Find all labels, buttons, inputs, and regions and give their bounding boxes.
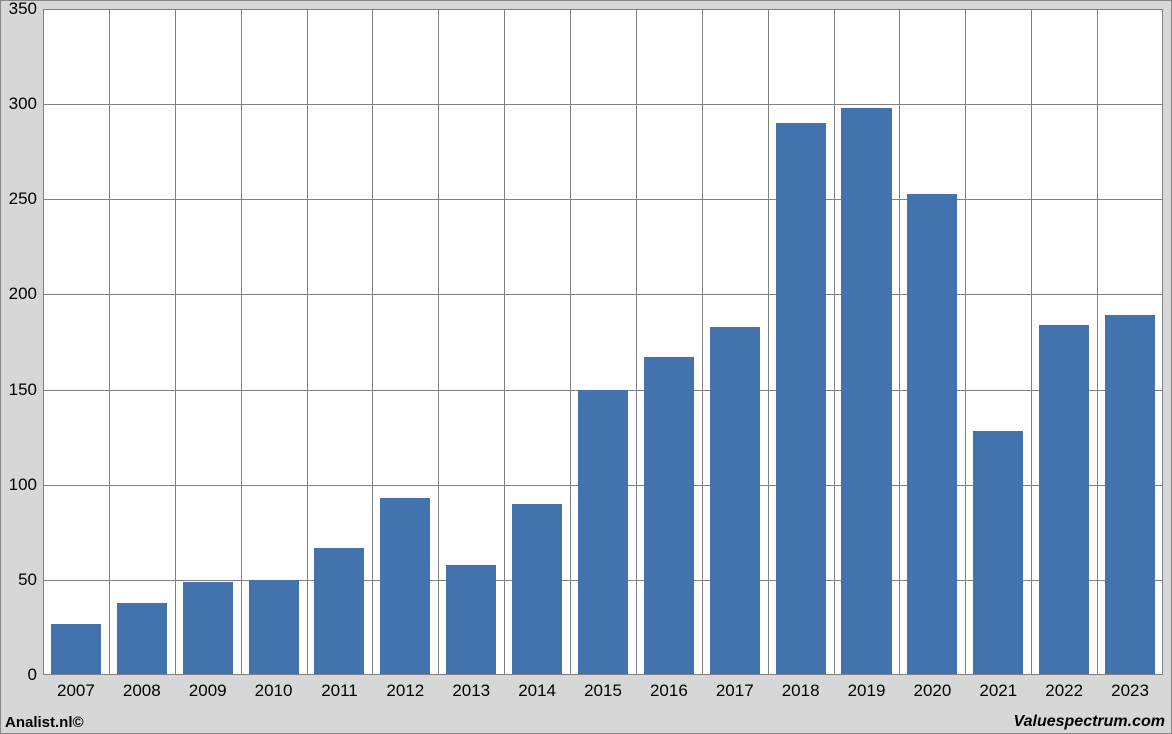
y-axis-label: 50: [18, 570, 43, 590]
plot-border: [43, 9, 1163, 675]
y-axis-label: 300: [9, 94, 43, 114]
y-axis-label: 150: [9, 380, 43, 400]
x-axis-label: 2016: [650, 675, 688, 701]
y-axis-label: 200: [9, 284, 43, 304]
y-axis-label: 250: [9, 189, 43, 209]
footer-bar: Analist.nl© Valuespectrum.com: [1, 709, 1171, 733]
x-axis-label: 2008: [123, 675, 161, 701]
x-axis-label: 2014: [518, 675, 556, 701]
x-axis-label: 2010: [255, 675, 293, 701]
x-axis-label: 2019: [848, 675, 886, 701]
y-axis-label: 350: [9, 0, 43, 19]
footer-right-label: Valuespectrum.com: [1014, 713, 1165, 731]
footer-left-label: Analist.nl©: [5, 714, 84, 731]
x-axis-label: 2022: [1045, 675, 1083, 701]
x-axis-label: 2011: [321, 675, 358, 701]
x-axis-label: 2018: [782, 675, 820, 701]
chart-container: 0 50 100 150 200 250 300 350 2007 2008 2009 2010 201…: [0, 0, 1172, 734]
x-axis-label: 2009: [189, 675, 227, 701]
x-axis-label: 2021: [979, 675, 1017, 701]
x-axis-label: 2020: [913, 675, 951, 701]
y-axis-label: 0: [28, 665, 43, 685]
x-axis-label: 2023: [1111, 675, 1149, 701]
x-axis-label: 2007: [57, 675, 95, 701]
x-axis-label: 2012: [386, 675, 424, 701]
x-axis-label: 2017: [716, 675, 754, 701]
x-axis-label: 2013: [452, 675, 490, 701]
y-axis-label: 100: [9, 475, 43, 495]
x-axis-label: 2015: [584, 675, 622, 701]
plot-area: 0501001502002503003502007200820092010201…: [43, 9, 1163, 675]
